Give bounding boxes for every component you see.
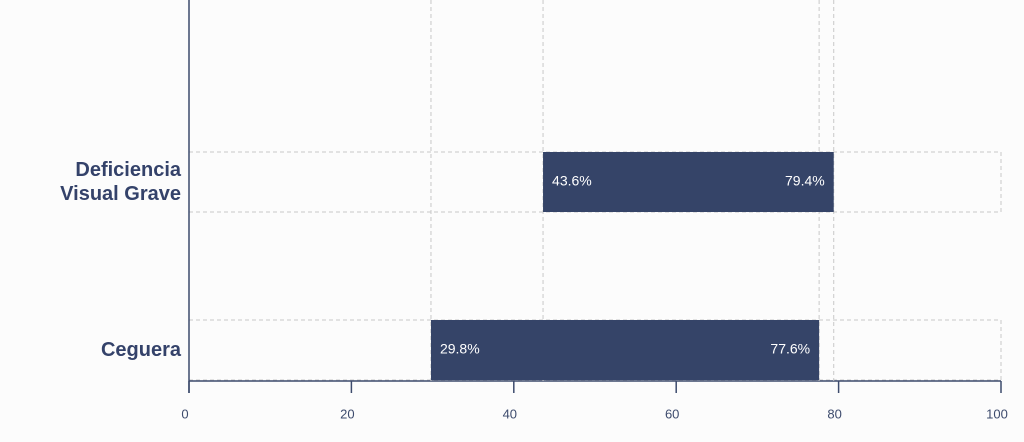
x-tick-label: 0 <box>181 406 188 421</box>
range-bar <box>543 152 834 212</box>
value-label: 29.8% <box>440 341 480 357</box>
value-label: 77.6% <box>770 341 810 357</box>
x-tick-label: 80 <box>827 406 841 421</box>
category-label: Deficiencia Visual Grave <box>60 159 181 205</box>
x-tick-label: 100 <box>986 406 1008 421</box>
value-label: 43.6% <box>552 173 592 189</box>
x-tick-label: 40 <box>503 406 517 421</box>
x-tick-label: 60 <box>665 406 679 421</box>
range-bar <box>430 320 820 380</box>
category-label: Ceguera <box>100 339 181 361</box>
value-label: 79.4% <box>785 173 825 189</box>
x-tick-label: 20 <box>340 406 354 421</box>
